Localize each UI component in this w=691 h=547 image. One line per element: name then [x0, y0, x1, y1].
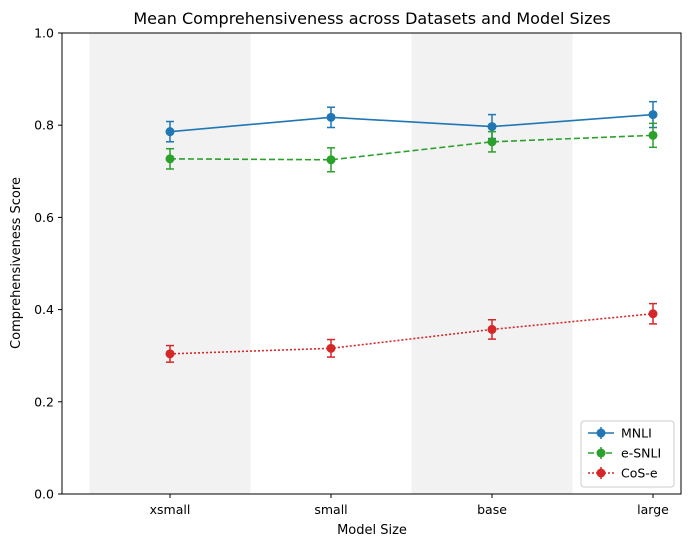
legend-item-mnli: MNLI	[588, 426, 652, 441]
x-tick-label: small	[314, 502, 347, 517]
series-line	[169, 113, 654, 133]
shaded-band-base	[411, 33, 573, 494]
shaded-bands	[89, 33, 573, 494]
legend-label: CoS-e	[621, 466, 658, 481]
data-point	[165, 154, 175, 164]
data-point	[165, 127, 175, 137]
plot-frame	[61, 32, 682, 495]
legend-marker	[596, 428, 606, 438]
legend-marker	[596, 468, 606, 478]
data-point	[487, 122, 497, 132]
data-point	[648, 110, 658, 120]
legend-item-e-snli: e-SNLI	[588, 446, 661, 461]
y-tick-label: 0.8	[34, 118, 54, 133]
data-point	[648, 130, 658, 140]
y-tick-label: 0.2	[34, 394, 54, 409]
y-tick-label: 0.6	[34, 210, 54, 225]
legend: MNLI e-SNLI CoS-e	[580, 420, 675, 488]
plot-series	[165, 100, 658, 363]
shaded-band-xsmall	[89, 33, 251, 494]
data-point	[165, 349, 175, 359]
data-point	[326, 112, 336, 122]
legend-label: e-SNLI	[621, 446, 661, 461]
data-point	[326, 155, 336, 165]
y-tick-label: 0.4	[34, 302, 54, 317]
series-cos-e	[165, 302, 658, 363]
y-tick-label: 1.0	[34, 26, 54, 41]
data-point	[487, 137, 497, 147]
x-tick-label: xsmall	[150, 502, 191, 517]
x-axis: xsmall small base large	[150, 494, 669, 517]
chart-title: Mean Comprehensiveness across Datasets a…	[133, 9, 610, 28]
x-axis-label: Model Size	[337, 523, 407, 538]
data-point	[487, 324, 497, 334]
data-point	[648, 309, 658, 319]
y-axis: 0.0 0.2 0.4 0.6 0.8 1.0	[34, 26, 62, 502]
y-tick-label: 0.0	[34, 487, 54, 502]
legend-marker	[596, 448, 606, 458]
y-axis-label: Comprehensiveness Score	[9, 177, 24, 349]
legend-label: MNLI	[621, 426, 652, 441]
x-tick-label: large	[637, 502, 669, 517]
series-line	[169, 312, 654, 355]
data-point	[326, 343, 336, 353]
legend-item-cos-e: CoS-e	[588, 466, 658, 481]
series-e-snli	[165, 122, 658, 173]
x-tick-label: base	[477, 502, 507, 517]
